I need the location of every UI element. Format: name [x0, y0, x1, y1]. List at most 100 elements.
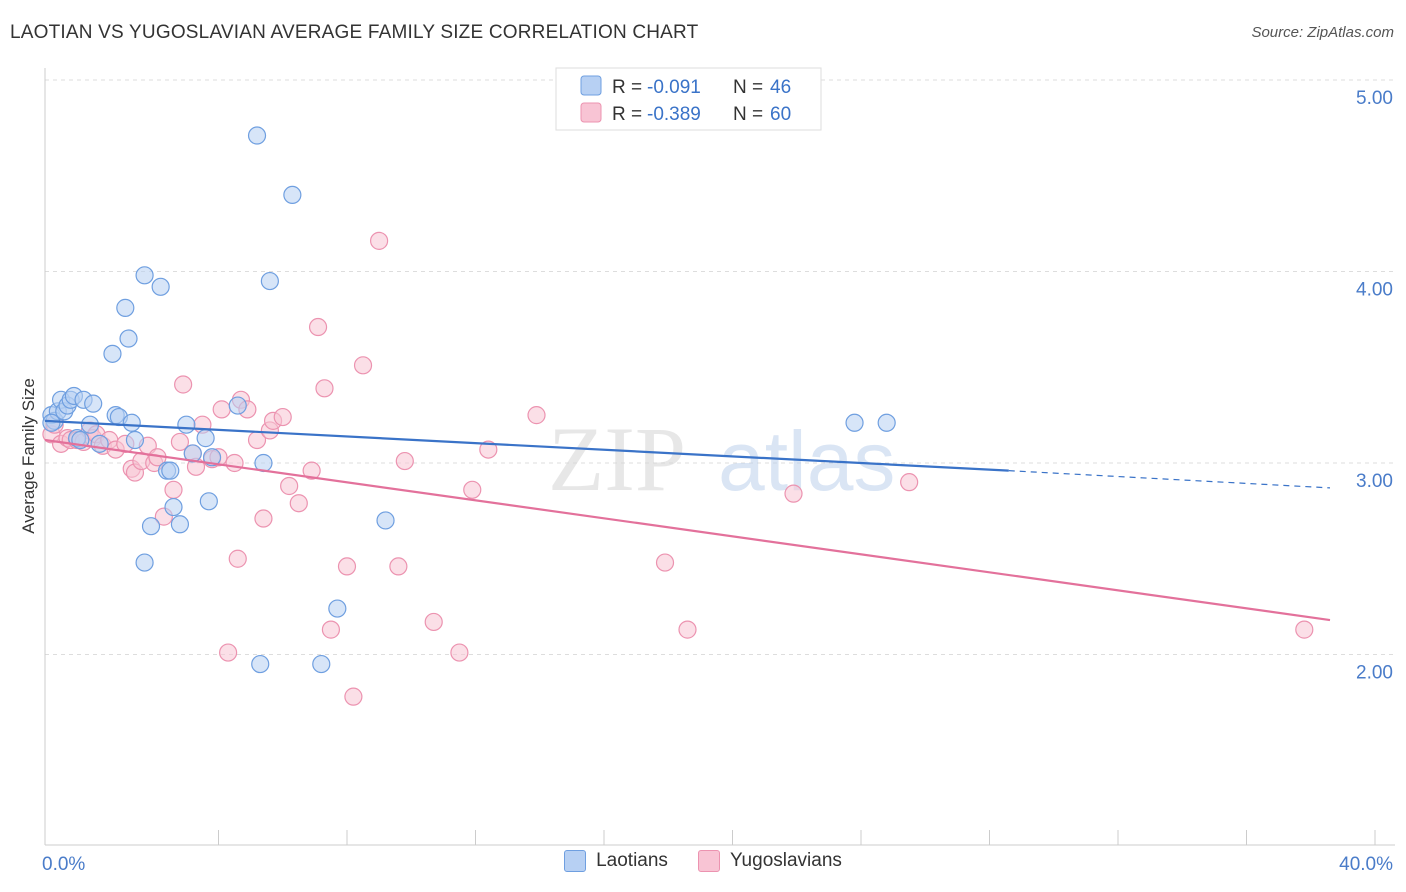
laotians-point — [122, 413, 141, 432]
laotians-point — [376, 511, 395, 530]
legend-r-label-2: R = — [612, 104, 642, 125]
yugoslavians-point — [353, 356, 373, 375]
yugoslavians-point — [164, 480, 183, 499]
yugoslavians-point — [170, 432, 190, 452]
yugoslavians-point — [389, 557, 408, 576]
laotians-point — [84, 394, 103, 413]
laotians-point — [135, 266, 154, 285]
bottom-legend-swatch-laotians — [564, 850, 587, 872]
yugoslavians-trend-line — [44, 438, 1331, 622]
watermark-zip: ZIP — [548, 408, 686, 510]
yugoslavians-point — [308, 317, 328, 337]
laotians-point — [260, 271, 279, 291]
laotians-point — [164, 497, 183, 517]
yugoslavians-point — [225, 453, 244, 473]
laotians-point — [251, 654, 270, 674]
laotians-point — [247, 126, 267, 145]
y-tick-label: 5.00 — [1356, 88, 1393, 109]
laotians-point — [116, 298, 135, 317]
laotians-point — [42, 413, 61, 432]
laotians-point — [199, 492, 218, 511]
laotians-point — [103, 344, 122, 363]
laotians-point — [283, 185, 302, 204]
legend-r-value-2: -0.389 — [647, 104, 701, 125]
bottom-legend-swatch-yugoslavians — [697, 850, 720, 872]
laotians-point — [90, 434, 109, 453]
yugoslavians-point — [527, 406, 546, 425]
laotians-point — [845, 413, 864, 432]
laotians-point — [141, 517, 161, 536]
yugoslavians-point — [315, 379, 334, 398]
yugoslavians-point — [337, 557, 357, 576]
yugoslavians-point — [424, 612, 443, 632]
laotians-trend-line — [44, 419, 1009, 472]
x-tick-label: 40.0% — [1339, 854, 1393, 875]
legend-swatch-laotians — [580, 75, 602, 96]
laotians-point — [228, 396, 247, 415]
yugoslavians-point — [219, 643, 238, 662]
legend-n-value-2: 60 — [770, 104, 791, 125]
chart-title: LAOTIAN VS YUGOSLAVIAN AVERAGE FAMILY SI… — [10, 22, 699, 43]
grid-lines — [45, 79, 1395, 655]
y-axis-label: Average Family Size — [19, 378, 38, 534]
yugoslavians-point — [174, 375, 193, 394]
yugoslavians-point — [228, 549, 247, 568]
laotians-point — [312, 654, 331, 674]
bottom-legend-label-laotians: Laotians — [596, 850, 668, 871]
laotians-point — [183, 444, 202, 463]
tick-labels: 2.00 3.00 4.00 5.00 0.0% 40.0% — [42, 88, 1393, 875]
trend-lines — [44, 419, 1331, 622]
yugoslavians-point — [321, 620, 341, 639]
yugoslavians-point — [450, 643, 469, 662]
yugoslavians-point — [395, 451, 414, 471]
yugoslavians-point — [273, 407, 292, 427]
legend-swatch-yugoslavians — [580, 102, 602, 123]
legend-box: R = -0.091 N = 46 R = -0.389 N = 60 — [555, 67, 822, 131]
laotians-point — [151, 277, 170, 296]
laotians-points — [42, 126, 896, 674]
watermark: ZIP atlas — [548, 408, 895, 510]
x-tick-label: 0.0% — [42, 854, 85, 875]
laotians-point — [125, 430, 145, 450]
legend-n-label-1: N = — [733, 77, 763, 98]
bottom-legend: Laotians Yugoslavians — [0, 850, 1406, 872]
yugoslavians-point — [655, 553, 675, 572]
yugoslavians-point — [1295, 620, 1314, 639]
legend-r-value-1: -0.091 — [647, 77, 701, 98]
yugoslavians-point — [302, 461, 321, 480]
legend-n-label-2: N = — [733, 104, 763, 125]
yugoslavians-point — [289, 494, 308, 513]
laotians-point — [328, 599, 347, 618]
chart-source: Source: ZipAtlas.com — [1251, 24, 1394, 41]
axes — [44, 68, 1395, 846]
yugoslavians-point — [900, 473, 919, 492]
yugoslavians-point — [212, 400, 231, 419]
yugoslavians-point — [479, 440, 498, 459]
laotians-trend-extension — [1008, 470, 1331, 489]
laotians-point — [161, 461, 180, 480]
y-tick-label: 3.00 — [1356, 471, 1393, 492]
laotians-point — [119, 329, 138, 348]
bottom-legend-laotians: Laotians — [564, 850, 668, 872]
laotians-point — [170, 515, 190, 534]
laotians-point — [196, 429, 215, 448]
laotians-point — [177, 415, 196, 434]
legend-r-label-1: R = — [612, 77, 642, 98]
yugoslavians-point — [344, 687, 363, 706]
yugoslavians-point — [254, 509, 273, 528]
bottom-legend-label-yugoslavians: Yugoslavians — [729, 850, 842, 871]
y-tick-label: 2.00 — [1356, 663, 1393, 684]
laotians-point — [202, 448, 222, 467]
yugoslavians-point — [463, 480, 482, 499]
bottom-legend-yugoslavians: Yugoslavians — [697, 850, 842, 872]
y-tick-label: 4.00 — [1356, 280, 1393, 301]
laotians-point — [80, 415, 100, 434]
yugoslavians-point — [678, 620, 697, 639]
laotians-point — [135, 553, 154, 572]
yugoslavians-point — [370, 231, 389, 250]
yugoslavians-point — [784, 484, 803, 503]
yugoslavians-point — [280, 476, 299, 496]
laotians-point — [877, 413, 896, 432]
legend-n-value-1: 46 — [770, 77, 791, 98]
